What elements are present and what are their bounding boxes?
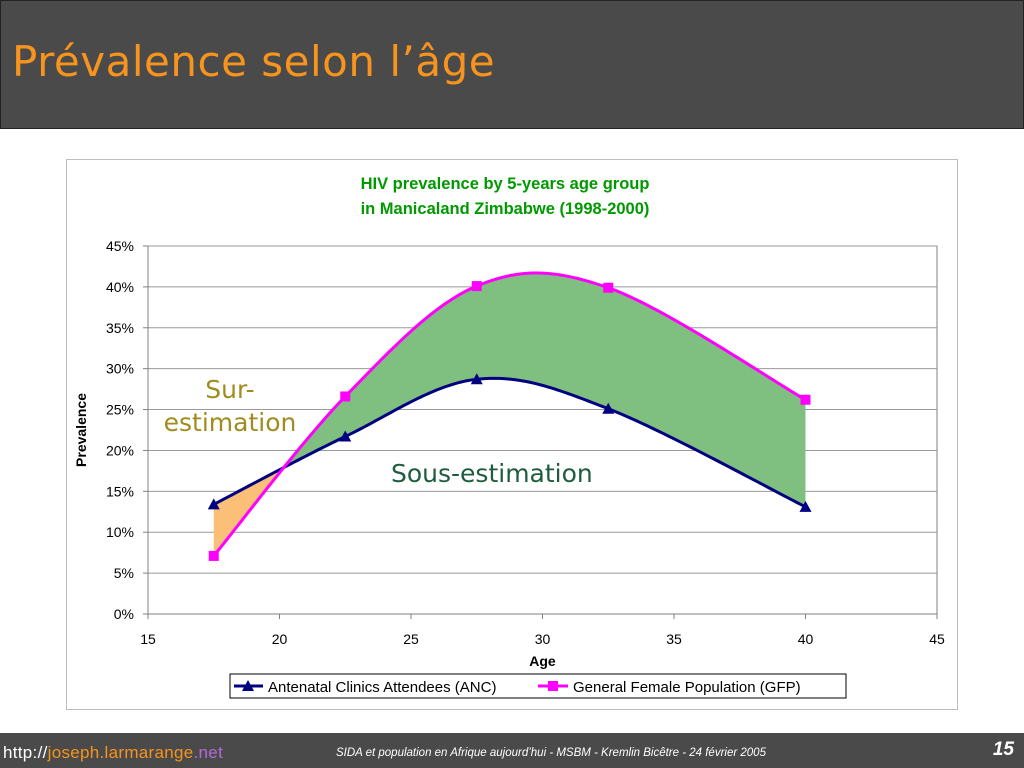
legend-anc-label: Antenatal Clinics Attendees (ANC) bbox=[268, 679, 496, 696]
prevalence-chart: HIV prevalence by 5-years age group in Ma… bbox=[73, 175, 945, 699]
over-estimation-line-2: estimation bbox=[163, 408, 297, 437]
legend-gfp-marker bbox=[548, 681, 558, 691]
anc-point bbox=[470, 373, 483, 385]
slide-title: Prévalence selon l’âge bbox=[12, 37, 496, 86]
gfp-point bbox=[800, 394, 811, 405]
y-tick-label: 30% bbox=[106, 361, 134, 377]
y-axis-label: Prevalence bbox=[73, 393, 89, 467]
page-number: 15 bbox=[992, 739, 1014, 760]
over-estimation-line-1: Sur- bbox=[205, 375, 255, 404]
footer-caption: SIDA et population en Afrique aujourd’hu… bbox=[336, 747, 766, 759]
y-tick-label: 20% bbox=[106, 442, 134, 458]
chart-title-line-2: in Manicaland Zimbabwe (1998-2000) bbox=[361, 200, 650, 218]
x-tick-label: 45 bbox=[929, 631, 945, 647]
footer-url[interactable]: http://joseph.larmarange.net bbox=[3, 743, 223, 763]
anc-point bbox=[799, 500, 812, 512]
slide-footer: http://joseph.larmarange.net SIDA et pop… bbox=[0, 733, 1024, 768]
gfp-point bbox=[471, 281, 482, 292]
anc-point bbox=[207, 498, 220, 510]
gfp-point bbox=[208, 550, 219, 561]
x-tick-label: 15 bbox=[140, 631, 156, 647]
y-tick-label: 0% bbox=[114, 606, 134, 622]
y-tick-label: 5% bbox=[114, 565, 134, 581]
x-tick-label: 25 bbox=[403, 631, 419, 647]
chart-title-line-1: HIV prevalence by 5-years age group bbox=[361, 175, 650, 193]
y-tick-label: 45% bbox=[106, 238, 134, 254]
under-estimation-area bbox=[282, 272, 806, 507]
legend-gfp-label: General Female Population (GFP) bbox=[573, 679, 801, 696]
y-tick-label: 40% bbox=[106, 279, 134, 295]
footer-url-prefix: http:// bbox=[3, 743, 48, 762]
y-tick-label: 35% bbox=[106, 320, 134, 336]
under-estimation-label: Sous-estimation bbox=[391, 459, 593, 488]
x-axis-label: Age bbox=[529, 653, 556, 669]
x-tick-label: 40 bbox=[798, 631, 814, 647]
gfp-point bbox=[340, 391, 351, 402]
y-tick-label: 15% bbox=[106, 483, 134, 499]
slide-header: Prévalence selon l’âge bbox=[0, 0, 1024, 129]
over-estimation-label: Sur- estimation bbox=[140, 373, 320, 439]
x-tick-label: 30 bbox=[535, 631, 551, 647]
y-tick-label: 25% bbox=[106, 402, 134, 418]
anc-point bbox=[602, 402, 615, 414]
chart-container: HIV prevalence by 5-years age group in Ma… bbox=[66, 159, 958, 710]
footer-url-tld: .net bbox=[193, 743, 224, 762]
x-tick-label: 35 bbox=[666, 631, 682, 647]
y-tick-label: 10% bbox=[106, 524, 134, 540]
x-tick-label: 20 bbox=[272, 631, 288, 647]
gfp-point bbox=[603, 282, 614, 293]
legend-anc-marker bbox=[242, 680, 254, 691]
anc-point bbox=[339, 430, 352, 442]
footer-url-main: joseph.larmarange bbox=[47, 743, 194, 762]
